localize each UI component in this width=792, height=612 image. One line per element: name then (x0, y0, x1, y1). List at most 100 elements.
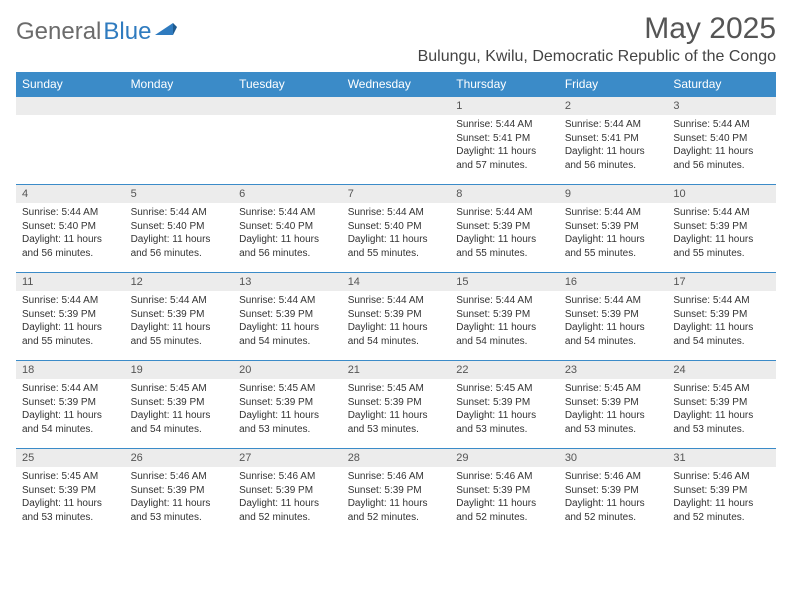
calendar-day-cell: 9Sunrise: 5:44 AMSunset: 5:39 PMDaylight… (559, 185, 668, 273)
day-details: Sunrise: 5:44 AMSunset: 5:39 PMDaylight:… (667, 291, 776, 352)
weekday-header: Thursday (450, 72, 559, 97)
sunset-text: Sunset: 5:39 PM (131, 396, 228, 410)
daylight-text: Daylight: 11 hours and 56 minutes. (22, 233, 119, 260)
calendar-day-cell: 20Sunrise: 5:45 AMSunset: 5:39 PMDayligh… (233, 361, 342, 449)
calendar-day-cell: 25Sunrise: 5:45 AMSunset: 5:39 PMDayligh… (16, 449, 125, 537)
sunrise-text: Sunrise: 5:44 AM (22, 382, 119, 396)
sunset-text: Sunset: 5:39 PM (348, 484, 445, 498)
sunset-text: Sunset: 5:39 PM (565, 396, 662, 410)
sunrise-text: Sunrise: 5:45 AM (565, 382, 662, 396)
sunset-text: Sunset: 5:40 PM (22, 220, 119, 234)
sunrise-text: Sunrise: 5:44 AM (131, 206, 228, 220)
calendar-table: SundayMondayTuesdayWednesdayThursdayFrid… (16, 72, 776, 537)
daylight-text: Daylight: 11 hours and 53 minutes. (565, 409, 662, 436)
day-details: Sunrise: 5:46 AMSunset: 5:39 PMDaylight:… (559, 467, 668, 528)
day-number: 20 (233, 361, 342, 379)
sunset-text: Sunset: 5:39 PM (22, 396, 119, 410)
calendar-day-cell: 7Sunrise: 5:44 AMSunset: 5:40 PMDaylight… (342, 185, 451, 273)
day-details: Sunrise: 5:44 AMSunset: 5:39 PMDaylight:… (16, 291, 125, 352)
calendar-week-row: 25Sunrise: 5:45 AMSunset: 5:39 PMDayligh… (16, 449, 776, 537)
sunrise-text: Sunrise: 5:44 AM (565, 206, 662, 220)
day-number: 1 (450, 97, 559, 115)
daylight-text: Daylight: 11 hours and 55 minutes. (22, 321, 119, 348)
sunrise-text: Sunrise: 5:44 AM (22, 206, 119, 220)
day-details: Sunrise: 5:44 AMSunset: 5:40 PMDaylight:… (233, 203, 342, 264)
sunset-text: Sunset: 5:40 PM (131, 220, 228, 234)
day-details: Sunrise: 5:45 AMSunset: 5:39 PMDaylight:… (125, 379, 234, 440)
day-number: 14 (342, 273, 451, 291)
calendar-day-cell: 26Sunrise: 5:46 AMSunset: 5:39 PMDayligh… (125, 449, 234, 537)
daylight-text: Daylight: 11 hours and 55 minutes. (348, 233, 445, 260)
calendar-day-cell: 6Sunrise: 5:44 AMSunset: 5:40 PMDaylight… (233, 185, 342, 273)
sunset-text: Sunset: 5:39 PM (673, 220, 770, 234)
daylight-text: Daylight: 11 hours and 54 minutes. (131, 409, 228, 436)
day-details: Sunrise: 5:44 AMSunset: 5:39 PMDaylight:… (450, 203, 559, 264)
sunset-text: Sunset: 5:39 PM (348, 396, 445, 410)
sunrise-text: Sunrise: 5:45 AM (22, 470, 119, 484)
sunset-text: Sunset: 5:39 PM (565, 220, 662, 234)
calendar-day-cell: 24Sunrise: 5:45 AMSunset: 5:39 PMDayligh… (667, 361, 776, 449)
calendar-week-row: 11Sunrise: 5:44 AMSunset: 5:39 PMDayligh… (16, 273, 776, 361)
daylight-text: Daylight: 11 hours and 52 minutes. (239, 497, 336, 524)
daylight-text: Daylight: 11 hours and 55 minutes. (565, 233, 662, 260)
day-details: Sunrise: 5:46 AMSunset: 5:39 PMDaylight:… (667, 467, 776, 528)
day-details: Sunrise: 5:44 AMSunset: 5:40 PMDaylight:… (342, 203, 451, 264)
daylight-text: Daylight: 11 hours and 52 minutes. (348, 497, 445, 524)
day-details: Sunrise: 5:45 AMSunset: 5:39 PMDaylight:… (667, 379, 776, 440)
day-number: 2 (559, 97, 668, 115)
day-details: Sunrise: 5:44 AMSunset: 5:39 PMDaylight:… (342, 291, 451, 352)
sunset-text: Sunset: 5:39 PM (239, 484, 336, 498)
calendar-header-row: SundayMondayTuesdayWednesdayThursdayFrid… (16, 72, 776, 97)
sunset-text: Sunset: 5:39 PM (456, 396, 553, 410)
day-number: 19 (125, 361, 234, 379)
day-number: 15 (450, 273, 559, 291)
day-number: 30 (559, 449, 668, 467)
calendar-day-cell: 10 Sunrise: 5:44 AMSunset: 5:39 PMDayligh… (667, 185, 776, 273)
day-details: Sunrise: 5:44 AMSunset: 5:41 PMDaylight:… (559, 115, 668, 176)
logo-text-blue: Blue (103, 18, 151, 46)
sunrise-text: Sunrise: 5:44 AM (673, 118, 770, 132)
weekday-header: Monday (125, 72, 234, 97)
day-number-empty (233, 97, 342, 115)
sunset-text: Sunset: 5:40 PM (673, 132, 770, 146)
calendar-day-cell: 27Sunrise: 5:46 AMSunset: 5:39 PMDayligh… (233, 449, 342, 537)
day-number: 7 (342, 185, 451, 203)
day-details: Sunrise: 5:45 AMSunset: 5:39 PMDaylight:… (450, 379, 559, 440)
sunrise-text: Sunrise: 5:45 AM (456, 382, 553, 396)
calendar-day-cell: 4Sunrise: 5:44 AMSunset: 5:40 PMDaylight… (16, 185, 125, 273)
sunrise-text: Sunrise: 5:44 AM (456, 294, 553, 308)
sunrise-text: Sunrise: 5:44 AM (673, 206, 770, 220)
calendar-day-cell: 30Sunrise: 5:46 AMSunset: 5:39 PMDayligh… (559, 449, 668, 537)
day-details: Sunrise: 5:46 AMSunset: 5:39 PMDaylight:… (450, 467, 559, 528)
header: GeneralBlue May 2025 Bulungu, Kwilu, Dem… (16, 12, 776, 66)
calendar-page: GeneralBlue May 2025 Bulungu, Kwilu, Dem… (0, 0, 792, 549)
weekday-header: Sunday (16, 72, 125, 97)
sunset-text: Sunset: 5:39 PM (456, 308, 553, 322)
calendar-day-cell: 19Sunrise: 5:45 AMSunset: 5:39 PMDayligh… (125, 361, 234, 449)
sunrise-text: Sunrise: 5:46 AM (348, 470, 445, 484)
day-details: Sunrise: 5:44 AMSunset: 5:39 PMDaylight:… (559, 291, 668, 352)
sunrise-text: Sunrise: 5:44 AM (673, 294, 770, 308)
day-details: Sunrise: 5:44 AMSunset: 5:39 PMDaylight:… (233, 291, 342, 352)
day-number: 5 (125, 185, 234, 203)
daylight-text: Daylight: 11 hours and 55 minutes. (673, 233, 770, 260)
day-number: 28 (342, 449, 451, 467)
daylight-text: Daylight: 11 hours and 54 minutes. (239, 321, 336, 348)
daylight-text: Daylight: 11 hours and 53 minutes. (348, 409, 445, 436)
day-number: 26 (125, 449, 234, 467)
day-number: 8 (450, 185, 559, 203)
sunrise-text: Sunrise: 5:44 AM (565, 118, 662, 132)
logo-text-general: General (16, 18, 101, 46)
day-details: Sunrise: 5:45 AMSunset: 5:39 PMDaylight:… (233, 379, 342, 440)
calendar-day-cell: 23Sunrise: 5:45 AMSunset: 5:39 PMDayligh… (559, 361, 668, 449)
sunset-text: Sunset: 5:39 PM (131, 484, 228, 498)
day-number-empty (125, 97, 234, 115)
sunrise-text: Sunrise: 5:46 AM (673, 470, 770, 484)
calendar-day-cell (16, 97, 125, 185)
sunrise-text: Sunrise: 5:44 AM (239, 294, 336, 308)
calendar-day-cell: 1Sunrise: 5:44 AMSunset: 5:41 PMDaylight… (450, 97, 559, 185)
calendar-day-cell: 3Sunrise: 5:44 AMSunset: 5:40 PMDaylight… (667, 97, 776, 185)
day-number: 10 (667, 185, 776, 203)
calendar-day-cell (125, 97, 234, 185)
daylight-text: Daylight: 11 hours and 55 minutes. (456, 233, 553, 260)
